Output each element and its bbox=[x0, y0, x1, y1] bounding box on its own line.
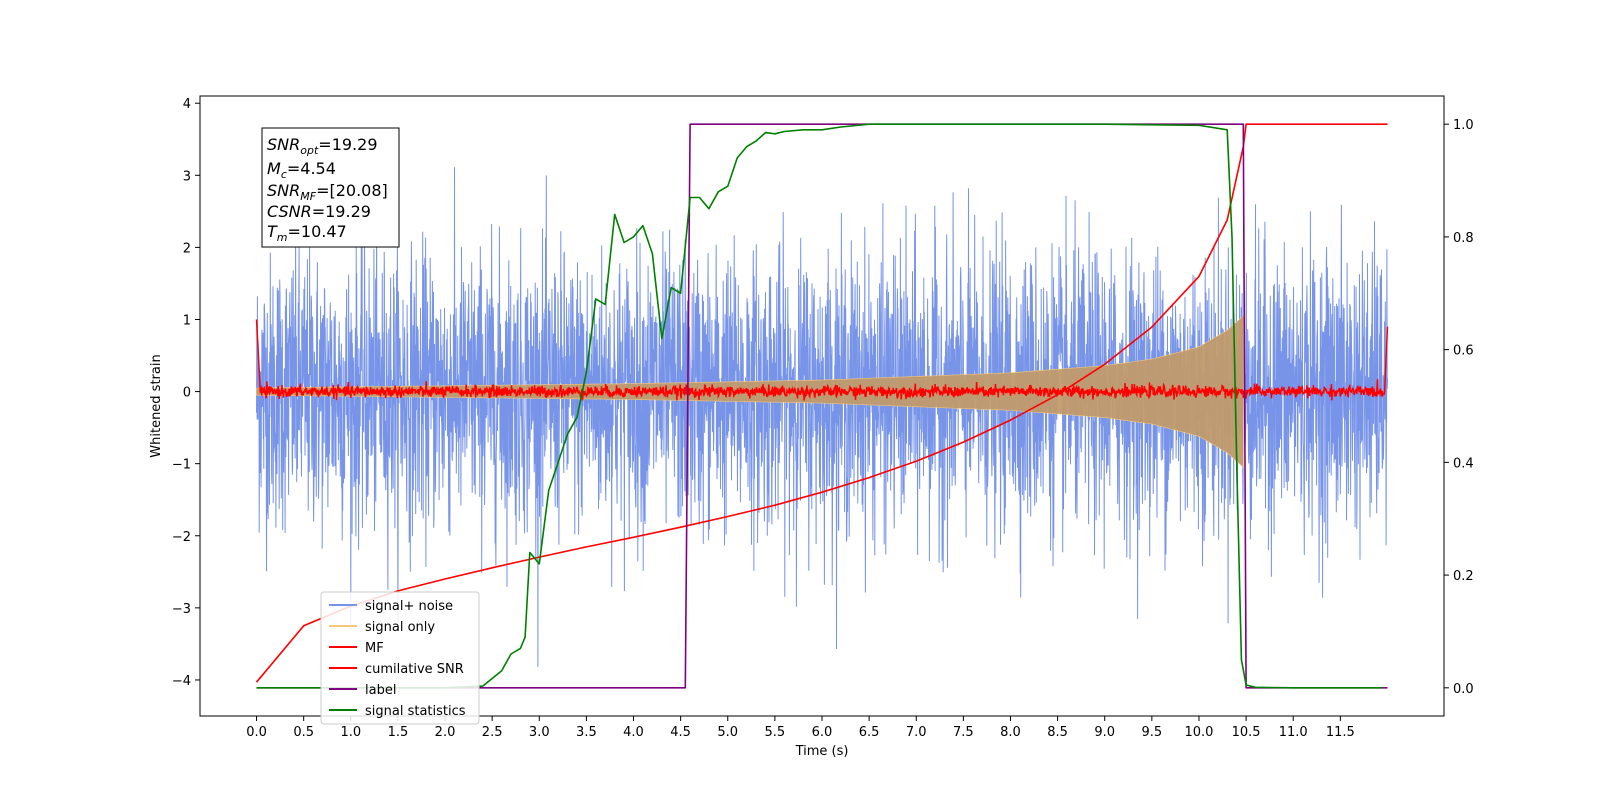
y-tick-label: 4 bbox=[183, 97, 191, 112]
x-tick-label: 5.0 bbox=[717, 725, 738, 740]
y-tick-label: −4 bbox=[172, 674, 191, 689]
x-tick-label: 1.0 bbox=[340, 725, 361, 740]
annotation-mc-subscript: c bbox=[281, 168, 287, 181]
x-tick-label: 2.5 bbox=[482, 725, 503, 740]
annotation-snr-mf-subscript: MF bbox=[300, 190, 316, 203]
x-tick-label: 10.5 bbox=[1232, 725, 1261, 740]
y2-tick-label: 0.6 bbox=[1453, 344, 1474, 359]
annotation-frame bbox=[261, 127, 400, 248]
y-axis-label: Whitened strain bbox=[149, 354, 164, 457]
annotation-snr-mf-value: =[20.08] bbox=[316, 181, 388, 200]
x-tick-label: 7.0 bbox=[906, 725, 927, 740]
annotation-mc-value: =4.54 bbox=[287, 159, 336, 178]
x-tick-label: 8.0 bbox=[1000, 725, 1021, 740]
x-tick-label: 9.0 bbox=[1094, 725, 1115, 740]
y2-tick-label: 0.8 bbox=[1453, 231, 1474, 246]
y-tick-label: −3 bbox=[172, 602, 191, 617]
series-mf bbox=[255, 319, 1389, 401]
x-tick-label: 4.5 bbox=[670, 725, 691, 740]
annotation-snr-opt-value: =19.29 bbox=[318, 135, 377, 154]
legend-label-mf: MF bbox=[365, 641, 384, 656]
annotation-box: SNRopt=19.29 Mc=4.54 SNRMF=[20.08] CSNR=… bbox=[261, 127, 400, 248]
y2-tick-label: 0.2 bbox=[1453, 569, 1474, 584]
legend-label-cumulative-snr: cumilative SNR bbox=[365, 662, 464, 677]
annotation-csnr: CSNR=19.29 bbox=[267, 202, 371, 221]
annotation-tm-value: =10.47 bbox=[288, 222, 347, 241]
x-tick-label: 0.5 bbox=[293, 725, 314, 740]
x-tick-label: 6.0 bbox=[812, 725, 833, 740]
x-tick-label: 5.5 bbox=[765, 725, 786, 740]
x-tick-label: 11.0 bbox=[1279, 725, 1308, 740]
plot-area bbox=[255, 123, 1389, 689]
annotation-snr-opt-symbol: SNR bbox=[267, 135, 300, 154]
x-tick-label: 0.0 bbox=[246, 725, 267, 740]
x-tick-label: 2.0 bbox=[435, 725, 456, 740]
annotation-snr-mf-symbol: SNR bbox=[267, 181, 300, 200]
annotation-tm-symbol: T bbox=[267, 222, 278, 241]
y2-tick-label: 1.0 bbox=[1453, 118, 1474, 133]
annotation-mc: Mc=4.54 bbox=[267, 159, 336, 181]
annotation-snr-opt: SNRopt=19.29 bbox=[267, 135, 378, 157]
x-tick-label: 6.5 bbox=[859, 725, 880, 740]
series-cumulative-snr bbox=[255, 123, 1388, 683]
y-tick-label: 2 bbox=[183, 241, 191, 256]
annotation-csnr-symbol: CSNR bbox=[267, 202, 312, 221]
y-tick-label: 3 bbox=[183, 169, 191, 184]
legend-label-signal-only: signal only bbox=[365, 620, 435, 635]
x-tick-label: 1.5 bbox=[388, 725, 409, 740]
legend-frame bbox=[320, 591, 480, 725]
y-tick-label: 1 bbox=[183, 313, 191, 328]
x-tick-label: 3.0 bbox=[529, 725, 550, 740]
y-tick-label: −1 bbox=[172, 458, 191, 473]
x-tick-label: 4.0 bbox=[623, 725, 644, 740]
series-signal-statistics bbox=[256, 123, 1383, 689]
x-tick-label: 3.5 bbox=[576, 725, 597, 740]
y-tick-label: 0 bbox=[183, 386, 191, 401]
legend: signal+ noise signal only MF cumilative … bbox=[320, 591, 480, 725]
annotation-csnr-value: =19.29 bbox=[312, 202, 371, 221]
axes: 0.0 0.5 1.0 1.5 2.0 2.5 3.0 3.5 4.0 4.5 5.0 5.5 6.0 6… bbox=[172, 97, 1474, 740]
annotation-mc-symbol: M bbox=[267, 159, 281, 178]
x-tick-label: 11.5 bbox=[1326, 725, 1355, 740]
annotation-snr-opt-subscript: opt bbox=[300, 144, 319, 157]
annotation-tm: Tm=10.47 bbox=[267, 222, 347, 244]
x-tick-label: 8.5 bbox=[1047, 725, 1068, 740]
y2-tick-label: 0.4 bbox=[1453, 456, 1474, 471]
legend-label-signal-noise: signal+ noise bbox=[365, 599, 453, 614]
annotation-snr-mf: SNRMF=[20.08] bbox=[267, 181, 388, 203]
x-tick-label: 10.0 bbox=[1184, 725, 1213, 740]
y2-tick-label: 0.0 bbox=[1453, 682, 1474, 697]
y-tick-label: −2 bbox=[172, 530, 191, 545]
x-tick-label: 7.5 bbox=[953, 725, 974, 740]
annotation-tm-subscript: m bbox=[277, 231, 288, 244]
x-tick-label: 9.5 bbox=[1142, 725, 1163, 740]
legend-label-label: label bbox=[365, 683, 396, 698]
x-axis-label: Time (s) bbox=[795, 744, 849, 759]
legend-label-signal-statistics: signal statistics bbox=[365, 704, 466, 719]
